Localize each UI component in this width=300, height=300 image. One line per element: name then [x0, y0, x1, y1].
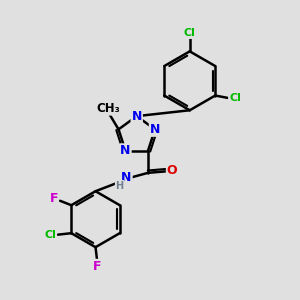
Text: Cl: Cl [184, 28, 196, 38]
Text: Cl: Cl [44, 230, 56, 240]
Text: N: N [150, 123, 160, 136]
Text: Cl: Cl [229, 93, 241, 103]
Text: H: H [116, 181, 124, 190]
Text: N: N [120, 144, 131, 157]
Text: F: F [93, 260, 101, 273]
Text: O: O [167, 164, 178, 177]
Text: F: F [50, 192, 58, 205]
Text: N: N [121, 171, 132, 184]
Text: N: N [132, 110, 142, 123]
Text: CH₃: CH₃ [96, 102, 120, 115]
